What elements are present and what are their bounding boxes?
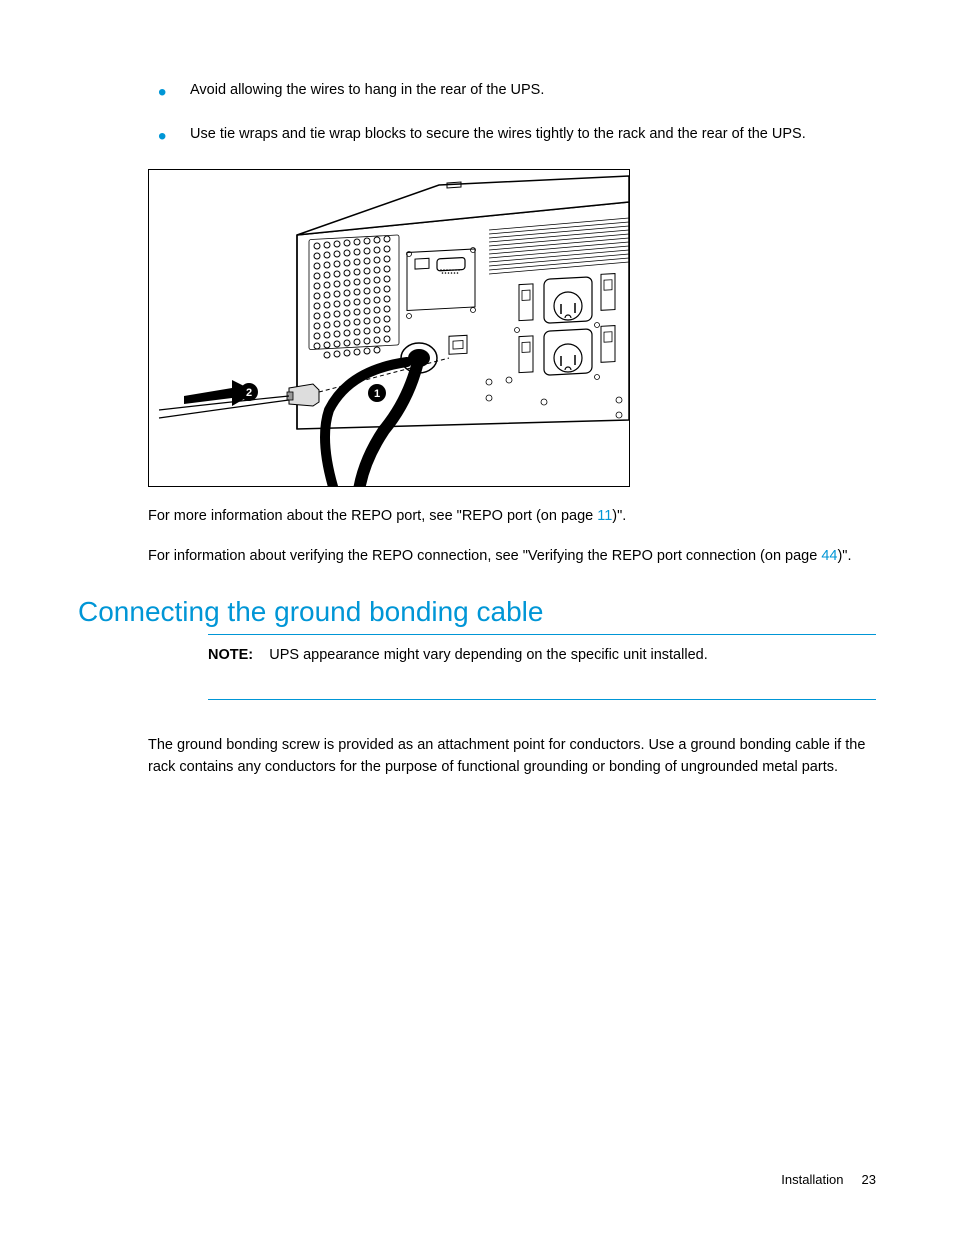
note-text: UPS appearance might vary depending on t… [269, 647, 708, 663]
bullet-text: Avoid allowing the wires to hang in the … [190, 82, 544, 98]
ups-rear-diagram-svg: 1 2 [149, 170, 630, 487]
text: )". [837, 548, 851, 564]
svg-text:2: 2 [246, 387, 252, 399]
bullet-text: Use tie wraps and tie wrap blocks to sec… [190, 126, 806, 142]
note-label: NOTE: [208, 647, 253, 663]
footer-page-number: 23 [862, 1172, 876, 1187]
footer-section: Installation [781, 1172, 843, 1187]
page: Avoid allowing the wires to hang in the … [0, 0, 954, 1235]
text: For information about verifying the REPO… [148, 548, 821, 564]
page-link-11[interactable]: 11 [597, 508, 612, 524]
page-link-44[interactable]: 44 [821, 548, 837, 564]
text: For more information about the REPO port… [148, 508, 597, 524]
technical-illustration: 1 2 [148, 169, 630, 487]
paragraph-repo-info: For more information about the REPO port… [148, 505, 876, 527]
note-block: NOTE: UPS appearance might vary dependin… [208, 634, 876, 700]
bullet-list: Avoid allowing the wires to hang in the … [148, 80, 876, 145]
text: )". [612, 508, 626, 524]
page-footer: Installation 23 [781, 1172, 876, 1187]
section-heading: Connecting the ground bonding cable [78, 596, 876, 628]
paragraph-verify-info: For information about verifying the REPO… [148, 545, 876, 567]
paragraph-ground-bonding: The ground bonding screw is provided as … [148, 734, 876, 779]
bullet-item: Avoid allowing the wires to hang in the … [148, 80, 876, 100]
svg-text:1: 1 [374, 388, 380, 400]
bullet-item: Use tie wraps and tie wrap blocks to sec… [148, 124, 876, 144]
